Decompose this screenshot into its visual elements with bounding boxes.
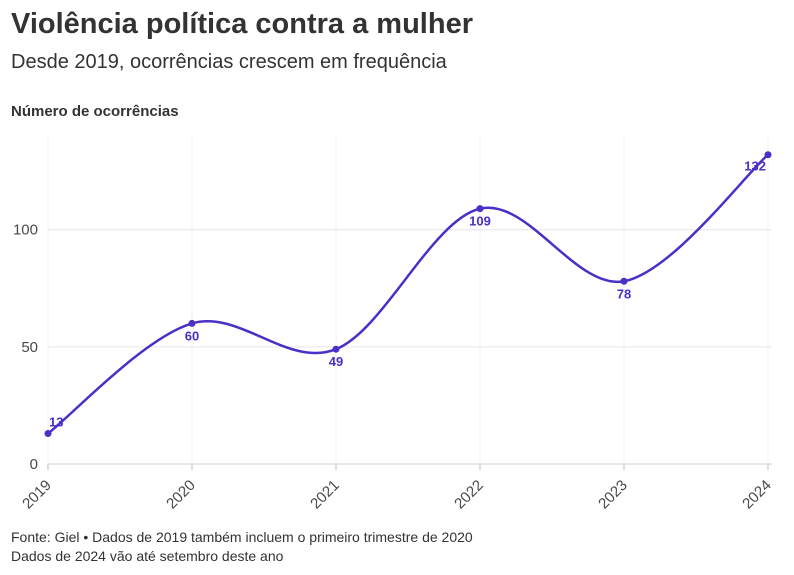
- x-tick-label-2022: 2022: [451, 477, 487, 513]
- data-point-2019: [44, 430, 52, 438]
- x-tick-label-2020: 2020: [163, 477, 199, 513]
- data-label-2021: 49: [329, 354, 343, 369]
- data-label-2024: 132: [744, 159, 766, 174]
- footer-source: Fonte: Giel • Dados de 2019 também inclu…: [11, 529, 473, 545]
- data-label-2023: 78: [617, 286, 631, 301]
- data-point-2024: [764, 151, 772, 159]
- data-label-2020: 60: [185, 328, 199, 343]
- chart-title: Violência política contra a mulher: [11, 8, 473, 40]
- data-point-2021: [332, 345, 340, 353]
- x-tick-label-2021: 2021: [307, 477, 343, 513]
- data-label-2019: 13: [49, 415, 63, 430]
- data-label-2022: 109: [469, 214, 491, 229]
- x-tick-label-2023: 2023: [595, 477, 631, 513]
- footer-note: Dados de 2024 vão até setembro deste ano: [11, 548, 284, 564]
- y-axis-label: Número de ocorrências: [11, 103, 179, 120]
- grid-lines: [47, 136, 772, 464]
- y-tick-label-50: 50: [21, 339, 38, 356]
- data-point-2020: [188, 319, 196, 327]
- data-point-2023: [620, 277, 628, 285]
- axes: 0 50 100 2019 2020 2021 2022 2023 2024: [13, 222, 775, 513]
- data-points: [44, 151, 772, 438]
- x-tick-label-2024: 2024: [739, 477, 775, 513]
- footer-notes: Fonte: Giel • Dados de 2019 também inclu…: [11, 528, 473, 566]
- data-point-2022: [476, 205, 484, 213]
- y-tick-label-100: 100: [13, 222, 38, 239]
- y-tick-label-0: 0: [30, 456, 38, 473]
- x-tick-label-2019: 2019: [19, 477, 55, 513]
- data-labels: 13 60 49 109 78 132: [49, 159, 766, 430]
- series-line: [46, 153, 770, 435]
- series-line-layer: [46, 153, 770, 435]
- chart-subtitle: Desde 2019, ocorrências crescem em frequ…: [11, 51, 447, 73]
